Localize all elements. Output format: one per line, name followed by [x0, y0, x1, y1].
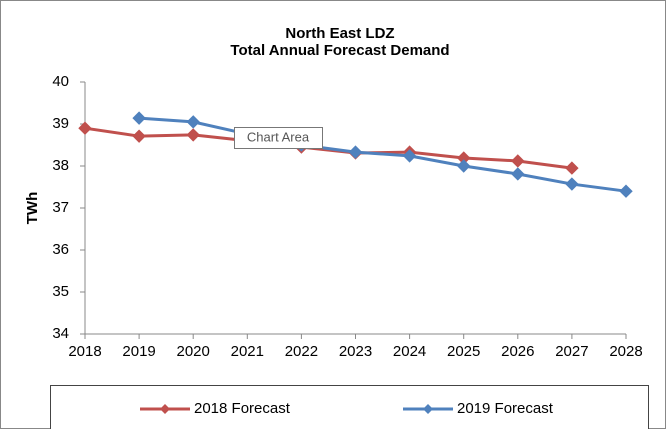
y-axis-title: TWh	[24, 192, 41, 224]
series-marker	[456, 159, 471, 173]
x-tick-label: 2021	[231, 343, 264, 360]
series-marker	[511, 167, 525, 181]
series-marker	[511, 154, 525, 168]
x-tick-label: 2022	[285, 343, 318, 360]
series-marker	[565, 161, 579, 175]
chart-title: North East LDZ	[285, 25, 394, 42]
y-tick-label: 38	[52, 157, 69, 174]
series-marker	[348, 145, 363, 159]
y-tick-label: 35	[52, 283, 69, 300]
series-marker	[132, 129, 146, 143]
x-tick-label: 2027	[555, 343, 588, 360]
tooltip-text: Chart Area	[247, 129, 310, 144]
series-marker	[186, 128, 200, 142]
x-tick-label: 2020	[177, 343, 210, 360]
legend-marker	[160, 404, 170, 414]
y-tick-label: 34	[52, 325, 69, 342]
x-tick-label: 2026	[501, 343, 534, 360]
y-tick-label: 40	[52, 73, 69, 90]
series-marker	[132, 111, 146, 125]
legend-box	[50, 385, 649, 429]
chart-subtitle: Total Annual Forecast Demand	[230, 42, 449, 59]
series-marker	[186, 115, 200, 129]
y-tick-label: 39	[52, 115, 69, 132]
x-tick-label: 2023	[339, 343, 372, 360]
x-tick-label: 2028	[609, 343, 642, 360]
legend-label: 2019 Forecast	[457, 400, 554, 417]
series-marker	[402, 149, 417, 163]
series-marker	[565, 177, 579, 191]
x-tick-label: 2025	[447, 343, 480, 360]
series-marker	[619, 184, 633, 198]
tooltip-box	[234, 127, 323, 149]
legend-marker	[423, 404, 433, 414]
series-line	[138, 116, 627, 193]
legend-label: 2018 Forecast	[194, 400, 291, 417]
y-tick-label: 37	[52, 199, 69, 216]
x-tick-label: 2019	[122, 343, 155, 360]
x-tick-label: 2018	[68, 343, 101, 360]
y-tick-label: 36	[52, 241, 69, 258]
x-tick-label: 2024	[393, 343, 426, 360]
series-marker	[78, 121, 92, 135]
